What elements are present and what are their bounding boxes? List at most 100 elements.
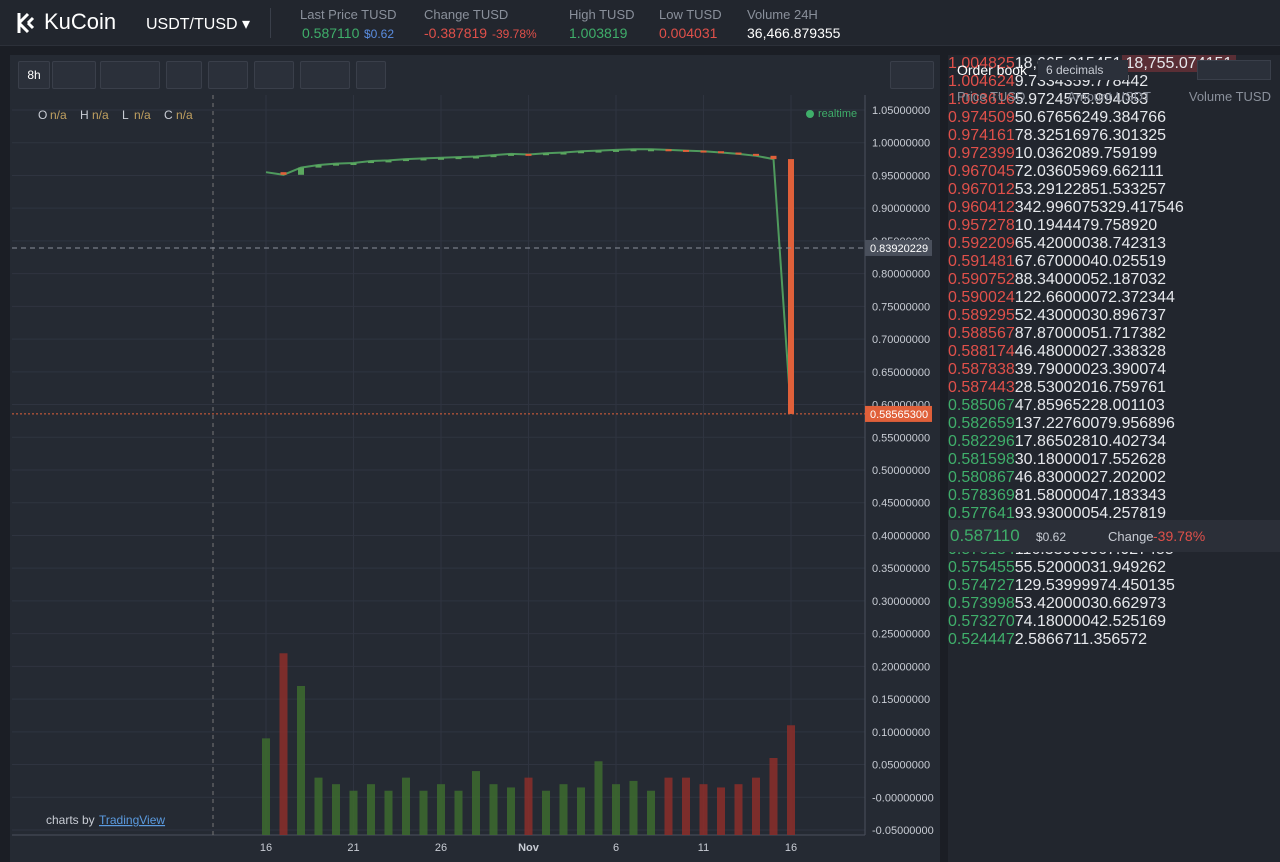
- cell[interactable]: 2.586671: [1014, 631, 1081, 648]
- undo-redo[interactable]: [300, 61, 350, 89]
- cell[interactable]: 0.574727: [948, 577, 1015, 594]
- cell[interactable]: 0.967045: [948, 163, 1015, 180]
- cell[interactable]: 51.717382: [1090, 325, 1167, 342]
- cell[interactable]: 10.402734: [1090, 433, 1167, 450]
- cell[interactable]: 42.525169: [1090, 613, 1167, 630]
- cell[interactable]: 329.417546: [1099, 199, 1184, 216]
- cell[interactable]: 38.742313: [1090, 235, 1167, 252]
- cell[interactable]: 0.588567: [948, 325, 1015, 342]
- cell[interactable]: 0.585067: [948, 397, 1015, 414]
- decimals-select[interactable]: 6 decimals: [1038, 60, 1128, 80]
- cell[interactable]: 51.533257: [1090, 181, 1167, 198]
- cell[interactable]: 0.578369: [948, 487, 1015, 504]
- cell[interactable]: 27.202002: [1090, 469, 1167, 486]
- cell[interactable]: 79.956896: [1099, 415, 1175, 432]
- cell[interactable]: 0.580867: [948, 469, 1015, 486]
- cell[interactable]: 88.340000: [1014, 271, 1091, 288]
- cell[interactable]: 0.972399: [948, 145, 1015, 162]
- cell[interactable]: 5.994053: [1081, 91, 1149, 108]
- cell[interactable]: 46.830000: [1014, 469, 1091, 486]
- cell[interactable]: 0.524447: [948, 631, 1015, 648]
- cell[interactable]: 30.180000: [1014, 451, 1091, 468]
- cell[interactable]: 129.539999: [1014, 577, 1100, 594]
- cell[interactable]: 93.930000: [1014, 505, 1091, 522]
- cell[interactable]: 72.036059: [1014, 163, 1091, 180]
- cell[interactable]: 342.996075: [1014, 199, 1100, 216]
- cell[interactable]: 54.257819: [1090, 505, 1167, 522]
- cell[interactable]: 47.859652: [1014, 397, 1091, 414]
- cell[interactable]: 10.194447: [1014, 217, 1091, 234]
- cell[interactable]: 1.356572: [1080, 631, 1148, 648]
- cell[interactable]: 122.660000: [1014, 289, 1100, 306]
- cell[interactable]: 47.183343: [1090, 487, 1167, 504]
- cell[interactable]: 137.227600: [1014, 415, 1100, 432]
- layout-button[interactable]: [890, 61, 934, 89]
- logo[interactable]: KuCoin: [44, 9, 117, 34]
- cell[interactable]: 0.577641: [948, 505, 1015, 522]
- credit-link[interactable]: TradingView: [99, 813, 165, 827]
- cell[interactable]: 17.552628: [1090, 451, 1167, 468]
- cell[interactable]: 39.790000: [1014, 361, 1091, 378]
- cell[interactable]: 0.588174: [948, 343, 1015, 360]
- cell[interactable]: 0.974509: [948, 109, 1015, 126]
- cell[interactable]: 27.338328: [1090, 343, 1167, 360]
- cell[interactable]: 0.581598: [948, 451, 1015, 468]
- cell[interactable]: 16.759761: [1090, 379, 1167, 396]
- cell[interactable]: 1.003616: [948, 91, 1015, 108]
- indicators-button[interactable]: [208, 61, 248, 89]
- cell[interactable]: 1.004825: [948, 55, 1015, 72]
- cell[interactable]: 49.384766: [1090, 109, 1167, 126]
- fullscreen-button[interactable]: [356, 61, 386, 89]
- cell[interactable]: 0.587443: [948, 379, 1015, 396]
- cell[interactable]: 81.580000: [1014, 487, 1091, 504]
- interval[interactable]: 8h: [18, 61, 50, 89]
- cell[interactable]: 9.759199: [1090, 145, 1158, 162]
- cell[interactable]: 1.004624: [948, 73, 1015, 90]
- cell[interactable]: 0.590752: [948, 271, 1015, 288]
- cell[interactable]: 31.949262: [1090, 559, 1167, 576]
- cell[interactable]: 28.530020: [1014, 379, 1091, 396]
- cell[interactable]: 53.420000: [1014, 595, 1091, 612]
- cell[interactable]: 87.870000: [1014, 325, 1091, 342]
- cell[interactable]: 0.582296: [948, 433, 1015, 450]
- cell[interactable]: 67.670000: [1014, 253, 1091, 270]
- view-toggle[interactable]: [1197, 60, 1271, 80]
- cell[interactable]: 0.575455: [948, 559, 1015, 576]
- cell[interactable]: 9.758920: [1090, 217, 1158, 234]
- cell[interactable]: 55.520000: [1014, 559, 1091, 576]
- cell[interactable]: 52.187032: [1090, 271, 1167, 288]
- cell[interactable]: 0.591481: [948, 253, 1015, 270]
- cell[interactable]: 72.372344: [1099, 289, 1175, 306]
- cell[interactable]: 46.480000: [1014, 343, 1091, 360]
- cell[interactable]: 0.592209: [948, 235, 1015, 252]
- chart-type-button[interactable]: [100, 61, 160, 89]
- cell[interactable]: 0.590024: [948, 289, 1015, 306]
- pair[interactable]: USDT/TUSD: [146, 16, 238, 33]
- cell[interactable]: 76.301325: [1090, 127, 1167, 144]
- cell[interactable]: 30.662973: [1090, 595, 1167, 612]
- cell[interactable]: 0.582659: [948, 415, 1015, 432]
- cell[interactable]: 0.967012: [948, 181, 1015, 198]
- cell[interactable]: 78.325169: [1014, 127, 1091, 144]
- settings-button[interactable]: [166, 61, 202, 89]
- cell[interactable]: 5.972457: [1014, 91, 1082, 108]
- cell[interactable]: 0.974161: [948, 127, 1015, 144]
- cell[interactable]: 0.960412: [948, 199, 1015, 216]
- cell[interactable]: 0.587838: [948, 361, 1015, 378]
- compare-button[interactable]: [254, 61, 294, 89]
- cell[interactable]: 65.420000: [1014, 235, 1091, 252]
- cell[interactable]: 0.573270: [948, 613, 1015, 630]
- cell[interactable]: 30.896737: [1090, 307, 1167, 324]
- menu-button[interactable]: [52, 61, 96, 89]
- cell[interactable]: 74.450135: [1099, 577, 1175, 594]
- cell[interactable]: 74.180000: [1014, 613, 1091, 630]
- cell[interactable]: 52.430000: [1014, 307, 1091, 324]
- cell[interactable]: 28.001103: [1090, 397, 1165, 414]
- cell[interactable]: 0.589295: [948, 307, 1015, 324]
- cell[interactable]: 53.291228: [1014, 181, 1091, 198]
- cell[interactable]: 23.390074: [1090, 361, 1167, 378]
- cell[interactable]: 69.662111: [1090, 163, 1164, 180]
- cell[interactable]: 17.865028: [1014, 433, 1091, 450]
- cell[interactable]: 50.676562: [1014, 109, 1091, 126]
- cell[interactable]: 0.957278: [948, 217, 1015, 234]
